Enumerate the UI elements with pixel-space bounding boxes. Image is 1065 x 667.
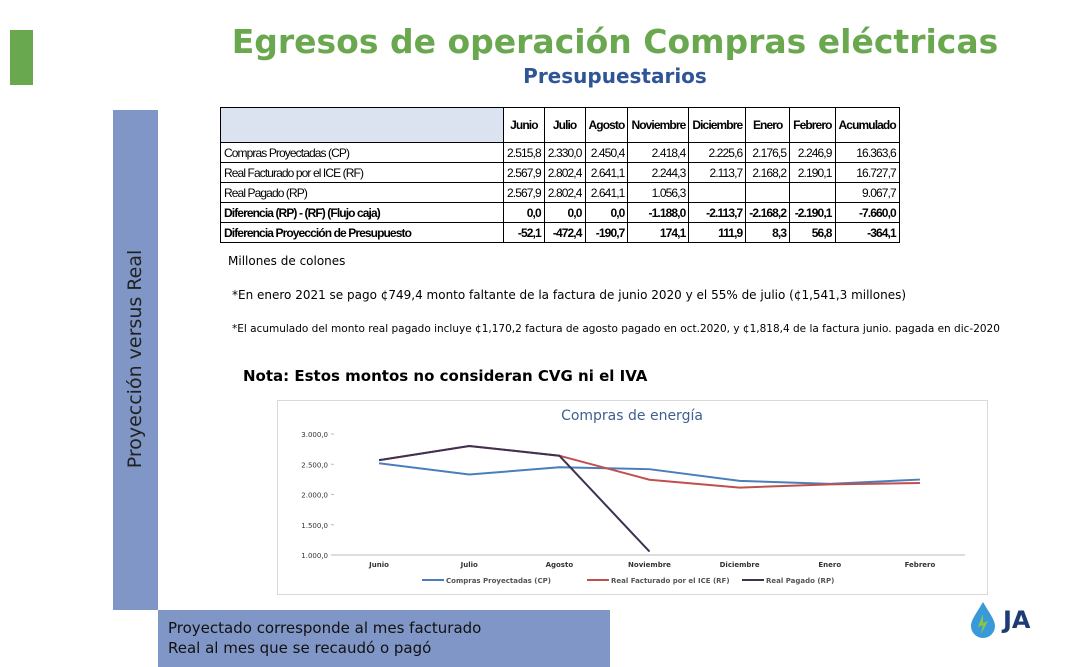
footer-box: Proyectado corresponde al mes facturado … <box>158 610 610 667</box>
table-cell: 2.246,9 <box>789 142 836 163</box>
table-cell: 16.727,7 <box>834 162 900 183</box>
table-cell: 2.176,5 <box>745 142 791 163</box>
table-row: Diferencia Proyección de Presupuesto -52,… <box>220 222 900 243</box>
table-cell: -472,4 <box>543 222 586 243</box>
table-cell: Febrero <box>789 107 836 143</box>
table-cell: -2.190,1 <box>789 202 836 223</box>
x-tick-label: Diciembre <box>720 561 760 569</box>
table-cell: Agosto <box>584 107 629 143</box>
x-tick-label: Junio <box>368 561 389 569</box>
y-tick-label: 2.500,0 <box>301 461 328 469</box>
note: *El acumulado del monto real pagado incl… <box>232 323 1000 335</box>
table-cell: 56,8 <box>789 222 836 243</box>
table-cell: 2.190,1 <box>789 162 836 183</box>
table-row: Diferencia (RP) - (RF) (Flujo caja) 0,0 0,… <box>220 202 900 223</box>
table-cell: Acumulado <box>834 107 900 143</box>
y-tick-label: 1.500,0 <box>301 522 328 530</box>
x-tick-label: Enero <box>818 561 841 569</box>
table-cell: 2.225,6 <box>688 142 747 163</box>
table-cell: -7.660,0 <box>834 202 900 223</box>
table-cell: -364,1 <box>834 222 900 243</box>
chart: Compras de energía 1.000,0 1.500,0 2.000,0… <box>277 400 988 595</box>
table-cell: 0,0 <box>543 202 586 223</box>
table-cell: 2.641,1 <box>584 162 629 183</box>
table-cell: -2.168,2 <box>745 202 791 223</box>
table-cell <box>688 182 747 203</box>
table-cell: 2.418,4 <box>627 142 690 163</box>
units-note: Millones de colones <box>228 254 346 268</box>
x-tick-label: Febrero <box>905 561 936 569</box>
footer-line: Proyectado corresponde al mes facturado <box>168 619 482 637</box>
table-cell: 2.168,2 <box>745 162 791 183</box>
note: Nota: Estos montos no consideran CVG ni … <box>243 367 648 385</box>
legend-label: Compras Proyectadas (CP) <box>446 577 551 585</box>
table-cell: -2.113,7 <box>688 202 747 223</box>
table: Junio Julio Agosto Noviembre Diciembre Enero F… <box>220 107 900 243</box>
logo-text: JA <box>1003 606 1031 634</box>
table-row: Junio Julio Agosto Noviembre Diciembre Enero F… <box>220 107 900 143</box>
table-cell: 2.330,0 <box>543 142 586 163</box>
table-cell: Noviembre <box>627 107 690 143</box>
table-cell: Diciembre <box>688 107 747 143</box>
table-cell: 16.363,6 <box>834 142 900 163</box>
table-cell: Enero <box>745 107 791 143</box>
table-cell: 0,0 <box>503 202 545 223</box>
table-cell <box>745 182 791 203</box>
table-cell: 8,3 <box>745 222 791 243</box>
table-cell: -190,7 <box>584 222 629 243</box>
table-cell: 2.450,4 <box>584 142 629 163</box>
y-tick-label: 3.000,0 <box>301 431 328 439</box>
table-cell: 0,0 <box>584 202 629 223</box>
x-tick-label: Noviembre <box>628 561 671 569</box>
table-cell: Julio <box>543 107 586 143</box>
table-cell: 1.056,3 <box>627 182 690 203</box>
legend-label: Real Pagado (RP) <box>766 577 834 585</box>
legend-label: Real Facturado por el ICE (RF) <box>611 577 730 585</box>
y-tick-label: 2.000,0 <box>301 492 328 500</box>
chart-title: Compras de energía <box>561 408 703 424</box>
table-cell: Diferencia (RP) - (RF) (Flujo caja) <box>220 202 504 223</box>
table-cell: 111,9 <box>688 222 747 243</box>
table-cell: 2.515,8 <box>503 142 545 163</box>
table-cell: 2.641,1 <box>584 182 629 203</box>
table-cell: -1.188,0 <box>627 202 690 223</box>
table-cell: 174,1 <box>627 222 690 243</box>
logo-drop <box>971 602 995 638</box>
table-cell: 2.802,4 <box>543 162 586 183</box>
side-label: Proyección versus Real <box>124 249 146 469</box>
table-cell <box>789 182 836 203</box>
title: Egresos de operación Compras eléctricas <box>231 22 999 61</box>
side-bar: Proyección versus Real <box>113 110 158 610</box>
table-cell: Real Pagado (RP) <box>220 182 504 203</box>
table-row: Real Facturado por el ICE (RF) 2.567,9 2.8… <box>220 162 900 183</box>
table-cell: 2.567,9 <box>503 182 545 203</box>
table-row: Real Pagado (RP) 2.567,9 2.802,4 2.641,1 1.0… <box>220 182 900 203</box>
x-tick-label: Agosto <box>546 561 574 569</box>
table-cell: 2.567,9 <box>503 162 545 183</box>
table-cell: Compras Proyectadas (CP) <box>220 142 504 163</box>
y-tick-label: 1.000,0 <box>301 552 328 560</box>
accent-bar <box>10 30 33 85</box>
line-series <box>378 444 651 553</box>
table-cell: Diferencia Proyección de Presupuesto <box>220 222 504 243</box>
footer-line: Real al mes que se recaudó o pagó <box>168 639 432 657</box>
table-cell: -52,1 <box>503 222 545 243</box>
note: *En enero 2021 se pago ¢749,4 monto falt… <box>232 288 907 302</box>
table-cell: Junio <box>503 107 545 143</box>
table-cell: 2.802,4 <box>543 182 586 203</box>
chart-frame <box>277 400 988 595</box>
subtitle: Presupuestarios <box>523 64 707 88</box>
table-cell: 9.067,7 <box>834 182 900 203</box>
table-row: Compras Proyectadas (CP) 2.515,8 2.330,0 2.… <box>220 142 900 163</box>
x-tick-label: Julio <box>460 561 478 569</box>
table-cell: 2.244,3 <box>627 162 690 183</box>
table-cell: Real Facturado por el ICE (RF) <box>220 162 504 183</box>
table-cell: 2.113,7 <box>688 162 747 183</box>
table-cell <box>220 107 504 143</box>
